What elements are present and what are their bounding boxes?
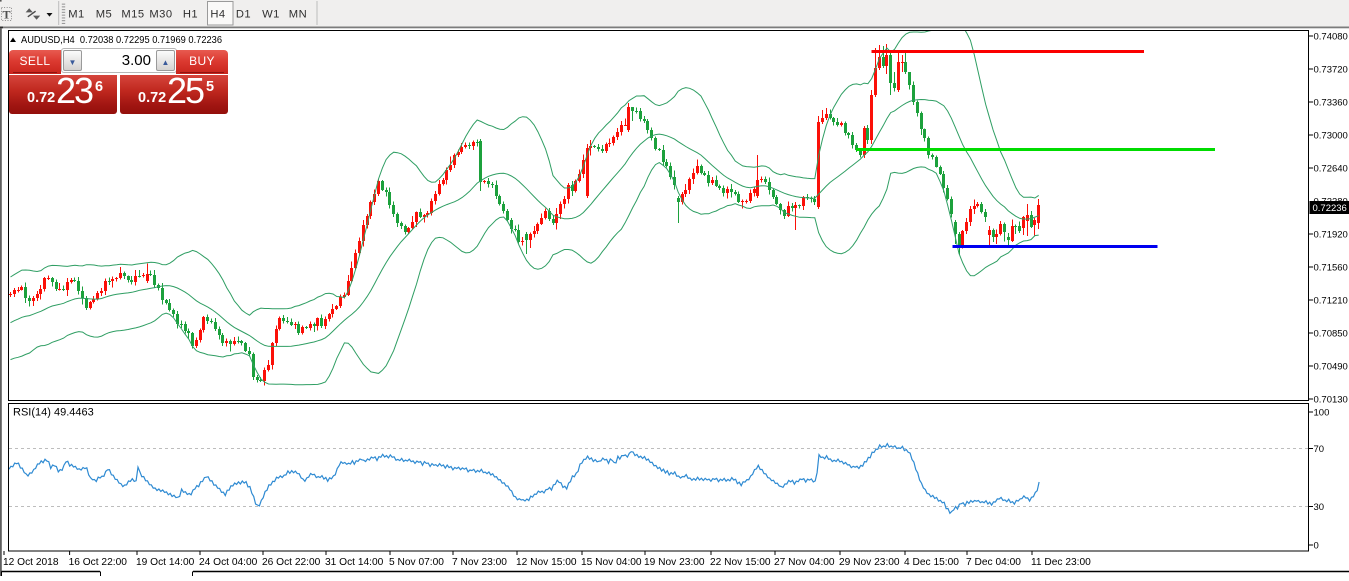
svg-text:24 Oct 04:00: 24 Oct 04:00 xyxy=(199,557,258,568)
svg-text:0.71210: 0.71210 xyxy=(1314,296,1348,307)
svg-text:19 Oct 14:00: 19 Oct 14:00 xyxy=(136,557,195,568)
svg-text:12 Nov 15:00: 12 Nov 15:00 xyxy=(516,557,577,568)
svg-text:22 Nov 15:00: 22 Nov 15:00 xyxy=(710,557,771,568)
svg-text:0.70850: 0.70850 xyxy=(1314,329,1348,340)
svg-text:M5: M5 xyxy=(96,9,113,21)
svg-text:0.71920: 0.71920 xyxy=(1314,230,1348,241)
svg-text:D1: D1 xyxy=(236,9,251,21)
svg-text:0.72236: 0.72236 xyxy=(1313,203,1347,214)
svg-text:RSI(14) 49.4463: RSI(14) 49.4463 xyxy=(13,407,94,419)
svg-text:7 Dec 04:00: 7 Dec 04:00 xyxy=(966,557,1021,568)
svg-text:0.73720: 0.73720 xyxy=(1314,65,1348,76)
svg-text:T: T xyxy=(2,8,10,22)
svg-text:0.71560: 0.71560 xyxy=(1314,263,1348,274)
svg-text:30: 30 xyxy=(1314,502,1325,513)
svg-text:7 Nov 23:00: 7 Nov 23:00 xyxy=(452,557,507,568)
svg-text:70: 70 xyxy=(1314,444,1325,455)
svg-text:M30: M30 xyxy=(149,9,172,21)
svg-text:M1: M1 xyxy=(68,9,85,21)
svg-text:11 Dec 23:00: 11 Dec 23:00 xyxy=(1031,557,1091,568)
svg-text:100: 100 xyxy=(1314,408,1330,419)
svg-text:0.72640: 0.72640 xyxy=(1314,164,1348,175)
svg-text:12 Oct 2018: 12 Oct 2018 xyxy=(3,557,59,568)
svg-text:26 Oct 22:00: 26 Oct 22:00 xyxy=(262,557,321,568)
svg-text:19 Nov 23:00: 19 Nov 23:00 xyxy=(644,557,705,568)
svg-text:31 Oct 14:00: 31 Oct 14:00 xyxy=(325,557,384,568)
svg-text:M15: M15 xyxy=(121,9,144,21)
svg-text:0: 0 xyxy=(1314,541,1319,552)
svg-text:29 Nov 23:00: 29 Nov 23:00 xyxy=(839,557,900,568)
svg-text:0.70490: 0.70490 xyxy=(1314,362,1348,373)
svg-text:5 Nov 07:00: 5 Nov 07:00 xyxy=(389,557,444,568)
svg-text:16 Oct 22:00: 16 Oct 22:00 xyxy=(69,557,128,568)
svg-text:0.74080: 0.74080 xyxy=(1314,32,1348,43)
svg-text:4 Dec 15:00: 4 Dec 15:00 xyxy=(904,557,959,568)
svg-text:H1: H1 xyxy=(183,9,198,21)
svg-text:0.73000: 0.73000 xyxy=(1314,131,1348,142)
svg-text:0.70130: 0.70130 xyxy=(1314,395,1348,406)
svg-text:MN: MN xyxy=(289,9,307,21)
svg-text:15 Nov 04:00: 15 Nov 04:00 xyxy=(581,557,642,568)
svg-text:W1: W1 xyxy=(262,9,280,21)
svg-text:0.73360: 0.73360 xyxy=(1314,98,1348,109)
svg-text:H4: H4 xyxy=(210,9,225,21)
svg-text:AUDUSD,H4 0.72038 0.72295 0.7: AUDUSD,H4 0.72038 0.72295 0.71969 0.7223… xyxy=(21,35,222,46)
svg-text:27 Nov 04:00: 27 Nov 04:00 xyxy=(774,557,835,568)
